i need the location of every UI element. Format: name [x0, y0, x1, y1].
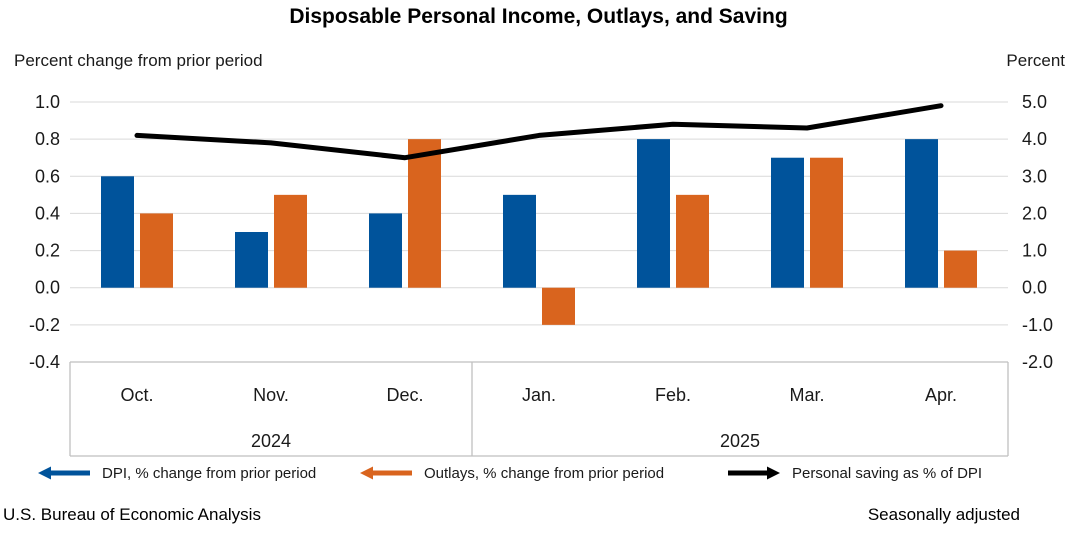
bar-outlays-5 [810, 157, 843, 288]
bar-dpi-6 [905, 139, 938, 288]
left-axis-tick: -0.4 [29, 352, 60, 372]
legend-label-outlays: Outlays, % change from prior period [424, 464, 665, 482]
x-label-oct: Oct. [120, 385, 153, 405]
bar-outlays-3 [542, 287, 575, 325]
left-axis-tick: 0.6 [35, 166, 60, 186]
left-axis-tick: 0.0 [35, 278, 60, 298]
bar-dpi-3 [503, 194, 536, 288]
right-axis-tick: 4.0 [1022, 129, 1047, 149]
chart-title: Disposable Personal Income, Outlays, and… [289, 5, 788, 28]
legend-item-outlays: Outlays, % change from prior period [360, 464, 665, 482]
x-label-dec: Dec. [386, 385, 423, 405]
x-label-jan: Jan. [522, 385, 556, 405]
right-axis-tick: -1.0 [1022, 315, 1053, 335]
right-axis-tick: -2.0 [1022, 352, 1053, 372]
right-axis-tick: 0.0 [1022, 278, 1047, 298]
right-axis-tick: 3.0 [1022, 166, 1047, 186]
x-label-nov: Nov. [253, 385, 289, 405]
dpi-left-arrow-icon [38, 466, 90, 480]
arrow-shape [728, 466, 780, 480]
bar-outlays-0 [140, 213, 173, 288]
personal-saving-line [134, 103, 944, 161]
arrow-shape [38, 466, 90, 480]
bar-dpi-2 [369, 213, 402, 288]
saving-right-arrow-icon [728, 466, 780, 480]
arrow-shape [360, 466, 412, 480]
bar-dpi-5 [771, 157, 804, 288]
bar-outlays-2 [408, 139, 441, 288]
legend-label-dpi: DPI, % change from prior period [102, 464, 317, 482]
year-label-2024: 2024 [251, 431, 291, 451]
right-axis-tick: 2.0 [1022, 203, 1047, 223]
seasonal-adjustment-note: Seasonally adjusted [867, 505, 1020, 524]
bar-outlays-6 [944, 250, 977, 288]
source-attribution: U.S. Bureau of Economic Analysis [3, 505, 261, 524]
left-axis-tick: 0.2 [35, 241, 60, 261]
bar-dpi-4 [637, 139, 670, 288]
right-axis-unit-label: Percent [1006, 51, 1065, 70]
year-label-2025: 2025 [720, 431, 760, 451]
right-axis-tick: 1.0 [1022, 241, 1047, 261]
legend-item-saving: Personal saving as % of DPI [728, 464, 983, 482]
bar-dpi-0 [101, 176, 134, 288]
x-label-apr: Apr. [925, 385, 957, 405]
bar-outlays-4 [676, 194, 709, 288]
outlays-left-arrow-icon [360, 466, 412, 480]
left-axis-unit-label: Percent change from prior period [14, 51, 263, 70]
left-axis-tick: 1.0 [35, 92, 60, 112]
right-axis-tick: 5.0 [1022, 92, 1047, 112]
legend-label-saving: Personal saving as % of DPI [792, 464, 983, 482]
legend-item-dpi: DPI, % change from prior period [38, 464, 317, 482]
left-axis-tick: 0.4 [35, 203, 60, 223]
x-label-feb: Feb. [655, 385, 691, 405]
bar-dpi-1 [235, 232, 268, 288]
left-axis-tick: -0.2 [29, 315, 60, 335]
x-label-mar: Mar. [789, 385, 824, 405]
bar-outlays-1 [274, 194, 307, 288]
left-axis-tick: 0.8 [35, 129, 60, 149]
